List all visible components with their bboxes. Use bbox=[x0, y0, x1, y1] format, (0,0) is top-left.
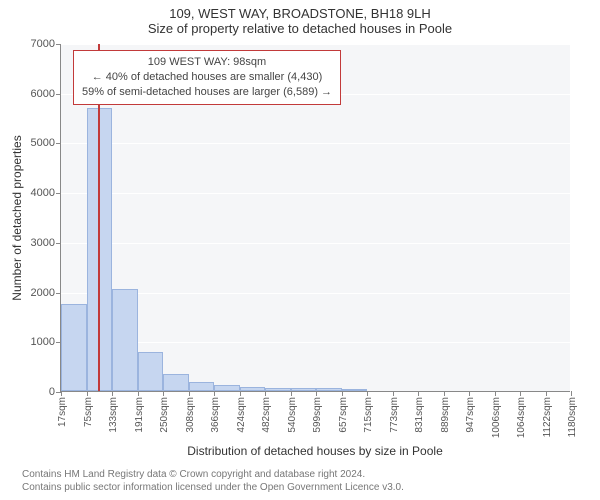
gridline bbox=[61, 44, 570, 45]
plot-area: 0100020003000400050006000700017sqm75sqm1… bbox=[60, 44, 570, 392]
histogram-bar bbox=[342, 389, 368, 391]
xtick-mark bbox=[189, 391, 190, 396]
xtick-label: 540sqm bbox=[287, 397, 298, 433]
histogram-bar bbox=[112, 289, 138, 391]
xtick-mark bbox=[316, 391, 317, 396]
histogram-bar bbox=[189, 382, 215, 391]
x-axis-label: Distribution of detached houses by size … bbox=[60, 444, 570, 458]
info-box-line: ← 40% of detached houses are smaller (4,… bbox=[82, 70, 332, 85]
xtick-mark bbox=[240, 391, 241, 396]
xtick-mark bbox=[61, 391, 62, 396]
info-box-line: 109 WEST WAY: 98sqm bbox=[82, 55, 332, 70]
xtick-label: 191sqm bbox=[134, 397, 145, 433]
xtick-mark bbox=[112, 391, 113, 396]
ytick-label: 1000 bbox=[31, 336, 61, 348]
info-box: 109 WEST WAY: 98sqm← 40% of detached hou… bbox=[73, 50, 341, 105]
histogram-bar bbox=[240, 387, 266, 391]
xtick-mark bbox=[342, 391, 343, 396]
histogram-bar bbox=[163, 374, 189, 391]
xtick-label: 1180sqm bbox=[567, 397, 578, 437]
xtick-label: 1006sqm bbox=[491, 397, 502, 438]
xtick-label: 831sqm bbox=[414, 397, 425, 433]
xtick-mark bbox=[265, 391, 266, 396]
histogram-bar bbox=[291, 388, 317, 391]
xtick-label: 250sqm bbox=[159, 397, 170, 433]
histogram-bar bbox=[265, 388, 291, 391]
chart-container: 109, WEST WAY, BROADSTONE, BH18 9LH Size… bbox=[0, 0, 600, 500]
xtick-label: 599sqm bbox=[312, 397, 323, 433]
xtick-label: 773sqm bbox=[389, 397, 400, 433]
xtick-label: 889sqm bbox=[440, 397, 451, 433]
xtick-label: 657sqm bbox=[338, 397, 349, 433]
histogram-bar bbox=[316, 388, 342, 391]
ytick-label: 5000 bbox=[31, 137, 61, 149]
ytick-label: 3000 bbox=[31, 237, 61, 249]
title-line-1: 109, WEST WAY, BROADSTONE, BH18 9LH bbox=[0, 0, 600, 21]
xtick-label: 424sqm bbox=[236, 397, 247, 433]
xtick-mark bbox=[546, 391, 547, 396]
footer-line-2: Contains public sector information licen… bbox=[22, 481, 404, 494]
xtick-label: 366sqm bbox=[210, 397, 221, 433]
plot-zone: 0100020003000400050006000700017sqm75sqm1… bbox=[60, 44, 570, 392]
xtick-label: 75sqm bbox=[83, 397, 94, 427]
y-axis-label: Number of detached properties bbox=[10, 53, 24, 218]
xtick-label: 1122sqm bbox=[542, 397, 553, 437]
xtick-label: 1064sqm bbox=[516, 397, 527, 438]
xtick-label: 17sqm bbox=[57, 397, 68, 427]
histogram-bar bbox=[138, 352, 164, 391]
xtick-mark bbox=[571, 391, 572, 396]
ytick-label: 2000 bbox=[31, 287, 61, 299]
xtick-mark bbox=[163, 391, 164, 396]
ytick-label: 6000 bbox=[31, 88, 61, 100]
histogram-bar bbox=[214, 385, 240, 391]
footer-line-1: Contains HM Land Registry data © Crown c… bbox=[22, 468, 404, 481]
title-line-2: Size of property relative to detached ho… bbox=[0, 21, 600, 36]
xtick-mark bbox=[520, 391, 521, 396]
xtick-mark bbox=[418, 391, 419, 396]
xtick-label: 482sqm bbox=[261, 397, 272, 433]
xtick-mark bbox=[469, 391, 470, 396]
xtick-label: 308sqm bbox=[185, 397, 196, 433]
xtick-mark bbox=[138, 391, 139, 396]
footer: Contains HM Land Registry data © Crown c… bbox=[22, 468, 404, 494]
xtick-mark bbox=[291, 391, 292, 396]
xtick-mark bbox=[367, 391, 368, 396]
xtick-mark bbox=[87, 391, 88, 396]
ytick-label: 4000 bbox=[31, 187, 61, 199]
xtick-label: 133sqm bbox=[108, 397, 119, 433]
xtick-mark bbox=[444, 391, 445, 396]
info-box-line: 59% of semi-detached houses are larger (… bbox=[82, 85, 332, 100]
ytick-label: 7000 bbox=[31, 38, 61, 50]
gridline bbox=[61, 193, 570, 194]
gridline bbox=[61, 243, 570, 244]
xtick-mark bbox=[393, 391, 394, 396]
xtick-label: 947sqm bbox=[465, 397, 476, 433]
histogram-bar bbox=[61, 304, 87, 391]
xtick-mark bbox=[495, 391, 496, 396]
xtick-label: 715sqm bbox=[363, 397, 374, 433]
xtick-mark bbox=[214, 391, 215, 396]
gridline bbox=[61, 143, 570, 144]
